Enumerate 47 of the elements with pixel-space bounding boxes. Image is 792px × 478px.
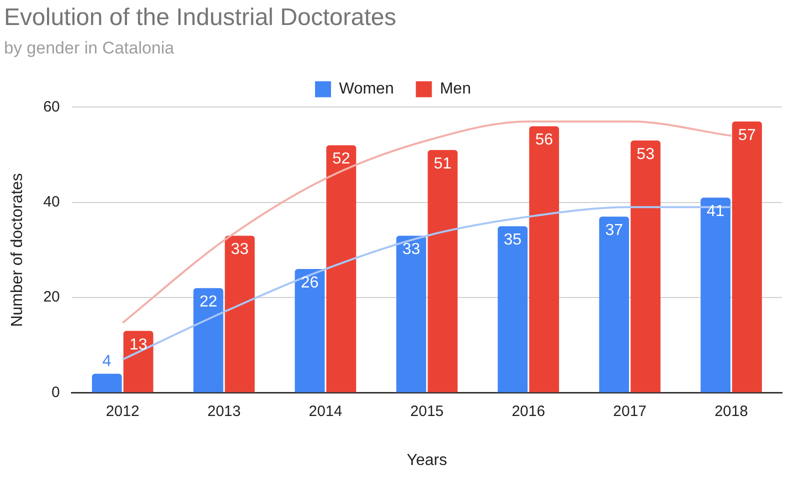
- data-label: 22: [199, 293, 218, 310]
- bar: [599, 216, 630, 392]
- chart-subtitle: by gender in Catalonia: [4, 38, 175, 58]
- data-label: 37: [605, 222, 624, 240]
- bar: [224, 236, 255, 392]
- line-series: [122, 206, 732, 360]
- data-label: 33: [402, 241, 420, 258]
- legend-label: Women: [339, 80, 394, 98]
- data-label: 52: [332, 150, 350, 168]
- y-tick-label: 40: [43, 194, 60, 211]
- data-label: 13: [129, 336, 148, 354]
- bar: [700, 198, 730, 392]
- bar: [193, 288, 224, 392]
- data-label: 53: [636, 146, 655, 163]
- data-label: 41: [706, 203, 725, 220]
- data-label: 51: [434, 155, 452, 172]
- x-axis-title: Years: [406, 452, 448, 469]
- bar: [529, 126, 560, 392]
- legend-label: Men: [440, 80, 471, 98]
- bar: [92, 374, 122, 392]
- x-tick-label: 2017: [613, 402, 647, 420]
- bar: [732, 121, 762, 392]
- bar: [498, 226, 528, 392]
- data-label: 57: [738, 126, 756, 144]
- y-tick-label: 60: [43, 98, 60, 116]
- y-tick-label: 0: [52, 384, 60, 401]
- bar: [396, 236, 426, 392]
- bar: [123, 330, 154, 392]
- y-axis-title: Number of doctorates: [9, 173, 26, 327]
- data-label: 35: [504, 232, 522, 249]
- x-tick-label: 2016: [512, 402, 546, 420]
- data-label: 33: [230, 241, 249, 258]
- y-tick-label: 20: [43, 288, 60, 306]
- bar: [428, 150, 458, 392]
- bar: [326, 145, 356, 392]
- data-label: 4: [102, 353, 112, 370]
- x-tick-label: 2018: [714, 402, 748, 420]
- x-tick-label: 2014: [308, 402, 342, 420]
- x-tick-label: 2012: [106, 402, 140, 420]
- x-tick-label: 2013: [207, 402, 241, 420]
- bar: [294, 269, 325, 392]
- x-tick-label: 2015: [410, 402, 444, 420]
- bar: [630, 140, 660, 392]
- data-label: 26: [300, 274, 319, 292]
- line-series: [122, 120, 732, 324]
- chart-title: Evolution of the Industrial Doctorates: [4, 4, 396, 32]
- data-label: 56: [535, 132, 554, 149]
